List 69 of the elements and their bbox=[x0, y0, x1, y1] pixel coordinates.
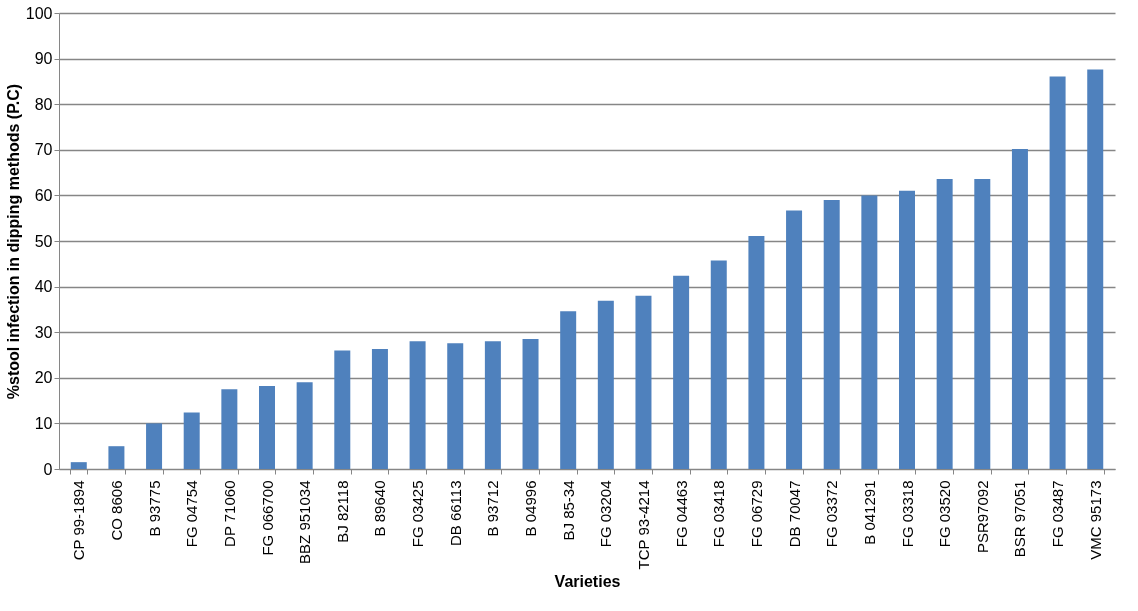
x-tick-label: DB 70047 bbox=[785, 480, 803, 548]
bar bbox=[108, 446, 125, 469]
bar bbox=[70, 462, 87, 469]
x-tick-label: CO 8606 bbox=[107, 480, 125, 541]
x-tick-label: DP 71060 bbox=[220, 480, 238, 547]
x-tick-label: FG 03204 bbox=[597, 480, 615, 548]
bar bbox=[221, 389, 238, 469]
x-tick-label: BJ 82118 bbox=[333, 480, 351, 543]
bar bbox=[409, 341, 426, 469]
bar bbox=[183, 412, 200, 469]
x-tick-label: B 93712 bbox=[484, 480, 502, 537]
bar bbox=[371, 349, 388, 469]
bar bbox=[1087, 69, 1104, 469]
x-tick-label: BBZ 951034 bbox=[296, 480, 314, 564]
bar bbox=[786, 210, 803, 469]
bar bbox=[1011, 148, 1028, 469]
y-tick-label: 40 bbox=[34, 278, 53, 296]
x-tick-label: B 89640 bbox=[371, 480, 389, 537]
bar bbox=[936, 178, 953, 469]
x-tick-label: B 93775 bbox=[145, 480, 163, 537]
y-tick-label: 100 bbox=[25, 4, 53, 22]
bar bbox=[560, 311, 577, 469]
y-tick-label: 20 bbox=[34, 369, 53, 387]
x-tick-label: FG 03425 bbox=[409, 480, 427, 548]
y-tick-label: 90 bbox=[34, 50, 53, 68]
bar bbox=[597, 300, 614, 469]
x-tick-label: FG 03418 bbox=[710, 480, 728, 548]
bar bbox=[899, 190, 915, 469]
x-tick-label: B 04996 bbox=[522, 480, 540, 537]
bar bbox=[259, 386, 275, 469]
bar bbox=[296, 382, 313, 469]
x-tick-label: FG 03487 bbox=[1049, 480, 1067, 548]
bar bbox=[673, 275, 690, 469]
y-tick-label: 0 bbox=[43, 460, 53, 478]
x-tick-label: VMC 95173 bbox=[1086, 480, 1104, 560]
y-tick-label: 50 bbox=[34, 232, 53, 250]
x-tick-label: FG 03372 bbox=[823, 480, 841, 548]
bar bbox=[146, 423, 163, 469]
bar bbox=[974, 178, 991, 469]
bar bbox=[1049, 76, 1066, 469]
bar bbox=[334, 350, 351, 469]
y-tick-label: 70 bbox=[34, 141, 53, 159]
bar bbox=[710, 260, 727, 469]
bar bbox=[522, 339, 539, 469]
x-tick-label: BJ 85-34 bbox=[559, 480, 577, 541]
x-tick-label: PSR97092 bbox=[973, 480, 991, 554]
bar bbox=[861, 195, 878, 469]
x-tick-label: B 041291 bbox=[860, 480, 878, 545]
bar bbox=[748, 235, 765, 469]
x-tick-label: BSR 97051 bbox=[1011, 480, 1029, 558]
bar bbox=[823, 199, 840, 469]
x-tick-label: TCP 93-4214 bbox=[634, 480, 652, 570]
x-tick-label: FG 03318 bbox=[898, 480, 916, 548]
x-tick-label: DB 66113 bbox=[446, 480, 464, 547]
x-axis-title: Varieties bbox=[554, 572, 621, 590]
bar bbox=[484, 341, 501, 469]
y-axis-title: %stool infection in dipping methods (P.C) bbox=[4, 83, 22, 400]
x-tick-label: FG 04754 bbox=[183, 480, 201, 548]
x-tick-label: FG 066700 bbox=[258, 480, 276, 556]
x-tick-label: FG 06729 bbox=[747, 480, 765, 548]
x-tick-label: CP 99-1894 bbox=[70, 480, 88, 561]
bar bbox=[447, 343, 464, 469]
bar bbox=[635, 295, 652, 469]
x-tick-label: FG 03520 bbox=[936, 480, 954, 548]
y-tick-label: 80 bbox=[34, 95, 53, 113]
y-tick-label: 10 bbox=[34, 414, 53, 432]
y-tick-label: 60 bbox=[34, 186, 53, 204]
y-tick-label: 30 bbox=[34, 323, 53, 341]
x-tick-label: FG 04463 bbox=[672, 480, 690, 548]
